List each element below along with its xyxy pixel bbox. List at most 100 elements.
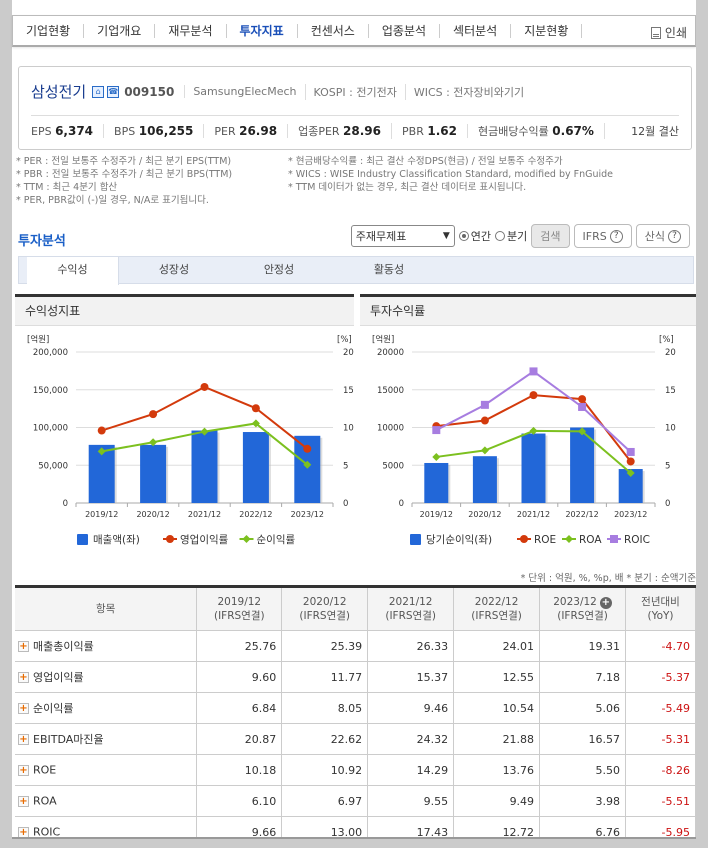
row-label-cell[interactable]: + 매출총이익률 (15, 630, 198, 662)
svg-text:2019/12: 2019/12 (85, 510, 118, 519)
svg-text:2023/12: 2023/12 (291, 510, 324, 519)
row-label-cell[interactable]: + ROA (15, 785, 198, 817)
row-label-cell[interactable]: + ROE (15, 754, 198, 786)
svg-text:15000: 15000 (377, 386, 404, 396)
svg-text:10: 10 (665, 424, 676, 434)
svg-text:0: 0 (665, 499, 670, 509)
value-cell: 9.46 (367, 692, 455, 724)
radio-quarterly[interactable]: 분기 (495, 228, 527, 244)
row-label-cell[interactable]: + 순이익률 (15, 692, 198, 724)
nav-item-shareholding[interactable]: 지분현황 (511, 23, 583, 38)
settlement-month: 12월 결산 (631, 125, 679, 138)
svg-text:2022/12: 2022/12 (239, 510, 272, 519)
metric-per: PER 26.98 (214, 124, 289, 138)
note-per: * PER : 전일 보통주 수정주가 / 최근 분기 EPS(TTM) (16, 156, 232, 167)
value-cell: 9.60 (196, 661, 283, 693)
print-button[interactable]: 인쇄 (650, 24, 687, 41)
tab-growth[interactable]: 성장성 (158, 263, 190, 276)
search-button[interactable]: 검색 (531, 224, 570, 248)
notes-right: * 현금배당수익률 : 최근 결산 수정DPS(현금) / 전일 보통주 수정주… (288, 155, 613, 194)
value-cell: 5.06 (539, 692, 626, 724)
expand-columns-icon[interactable]: + (599, 597, 612, 609)
chart-title: 수익성지표 (15, 294, 354, 326)
value-cell: 25.39 (281, 630, 369, 662)
svg-text:15: 15 (665, 386, 676, 396)
unit-note: * 단위 : 억원, %, %p, 배 * 분기 : 순액기준 (520, 573, 696, 584)
value-cell: 6.10 (196, 785, 283, 817)
chart-title: 투자수익률 (360, 294, 696, 326)
divider (31, 115, 679, 116)
value-cell: 21.88 (453, 723, 541, 755)
expand-icon[interactable]: + (18, 702, 29, 714)
scrollbar[interactable] (696, 0, 708, 848)
nav-item-investment-indicators[interactable]: 투자지표 (227, 23, 298, 38)
nav-item-industry-analysis[interactable]: 업종분석 (369, 23, 441, 38)
row-label-cell[interactable]: + 영업이익률 (15, 661, 198, 693)
controls: 주재무제표 ▼ 연간 분기 검색 IFRS ? 산식 ? (350, 224, 690, 248)
row-label-cell[interactable]: + EBITDA마진율 (15, 723, 198, 755)
svg-text:순이익률: 순이익률 (257, 534, 296, 546)
note-ttm: * TTM : 최근 4분기 합산 (16, 182, 118, 193)
metric-eps: EPS 6,374 (31, 124, 105, 138)
value-cell: 7.18 (539, 661, 626, 693)
nav-item-company-status[interactable]: 기업현황 (13, 23, 85, 38)
radio-annual[interactable]: 연간 (458, 228, 491, 244)
note-dividend: * 현금배당수익률 : 최근 결산 수정DPS(현금) / 전일 보통주 수정주… (288, 156, 563, 167)
expand-icon[interactable]: + (18, 795, 29, 807)
expand-icon[interactable]: + (18, 640, 29, 652)
value-cell: 12.55 (453, 661, 541, 693)
svg-text:2021/12: 2021/12 (517, 510, 550, 519)
formula-help-button[interactable]: 산식 ? (635, 224, 690, 248)
svg-text:15: 15 (343, 386, 354, 396)
expand-icon[interactable]: + (18, 733, 29, 745)
statement-select[interactable]: 주재무제표 ▼ (350, 225, 455, 247)
value-cell: 14.29 (367, 754, 455, 786)
radio-unchecked-icon (495, 231, 506, 241)
nav-item-financial-analysis[interactable]: 재무분석 (155, 23, 227, 38)
table-row: + 순이익률 6.84 8.05 9.46 10.54 5.06 -5.49 (15, 692, 696, 724)
value-cell: 5.50 (539, 754, 626, 786)
svg-text:0: 0 (63, 499, 68, 509)
english-name: SamsungElecMech (184, 85, 304, 98)
expand-icon[interactable]: + (18, 671, 29, 683)
nav-item-consensus[interactable]: 컨센서스 (298, 23, 369, 38)
value-cell: 10.92 (281, 754, 369, 786)
header-item: 항목 (15, 585, 198, 631)
svg-text:[%]: [%] (659, 335, 674, 345)
metric-bps: BPS 106,255 (114, 124, 205, 138)
tab-profitability[interactable]: 수익성 (27, 257, 119, 285)
value-cell: 8.05 (281, 692, 369, 724)
metric-dividend-yield: 현금배당수익률 0.67% (478, 123, 605, 139)
ifrs-help-button[interactable]: IFRS ? (573, 224, 632, 248)
header-2019: 2019/12 (IFRS연결) (196, 585, 283, 631)
svg-text:[억원]: [억원] (27, 334, 49, 345)
phone-icon[interactable]: ☎ (107, 85, 120, 98)
svg-text:10: 10 (343, 424, 354, 434)
value-cell: 10.54 (453, 692, 541, 724)
home-icon[interactable]: ⌂ (92, 85, 105, 98)
table-row: + 영업이익률 9.60 11.77 15.37 12.55 7.18 -5.37 (15, 661, 696, 693)
table-row: + ROE 10.18 10.92 14.29 13.76 5.50 -8.26 (15, 754, 696, 786)
svg-text:매출액(좌): 매출액(좌) (93, 534, 140, 546)
tab-activity[interactable]: 활동성 (373, 263, 405, 276)
header-2023: 2023/12 + (IFRS연결) (539, 585, 626, 631)
svg-text:5000: 5000 (382, 461, 404, 471)
yoy-cell: -5.31 (625, 723, 696, 755)
horizontal-scrollbar[interactable] (12, 837, 696, 848)
company-name: 삼성전기 (31, 83, 87, 101)
nav-item-company-overview[interactable]: 기업개요 (84, 23, 156, 38)
svg-text:ROE: ROE (534, 534, 556, 546)
value-cell: 26.33 (367, 630, 455, 662)
tab-stability[interactable]: 안정성 (263, 263, 295, 276)
svg-text:20000: 20000 (377, 348, 404, 358)
svg-text:150,000: 150,000 (33, 386, 68, 396)
expand-icon[interactable]: + (18, 764, 29, 776)
yoy-cell: -5.51 (625, 785, 696, 817)
value-cell: 24.01 (453, 630, 541, 662)
value-cell: 3.98 (539, 785, 626, 817)
nav-item-sector-analysis[interactable]: 섹터분석 (440, 23, 512, 38)
page: 기업현황 기업개요 재무분석 투자지표 컨센서스 업종분석 섹터분석 지분현황 … (12, 0, 696, 848)
value-cell: 22.62 (281, 723, 369, 755)
svg-text:0: 0 (343, 499, 348, 509)
value-cell: 6.84 (196, 692, 283, 724)
